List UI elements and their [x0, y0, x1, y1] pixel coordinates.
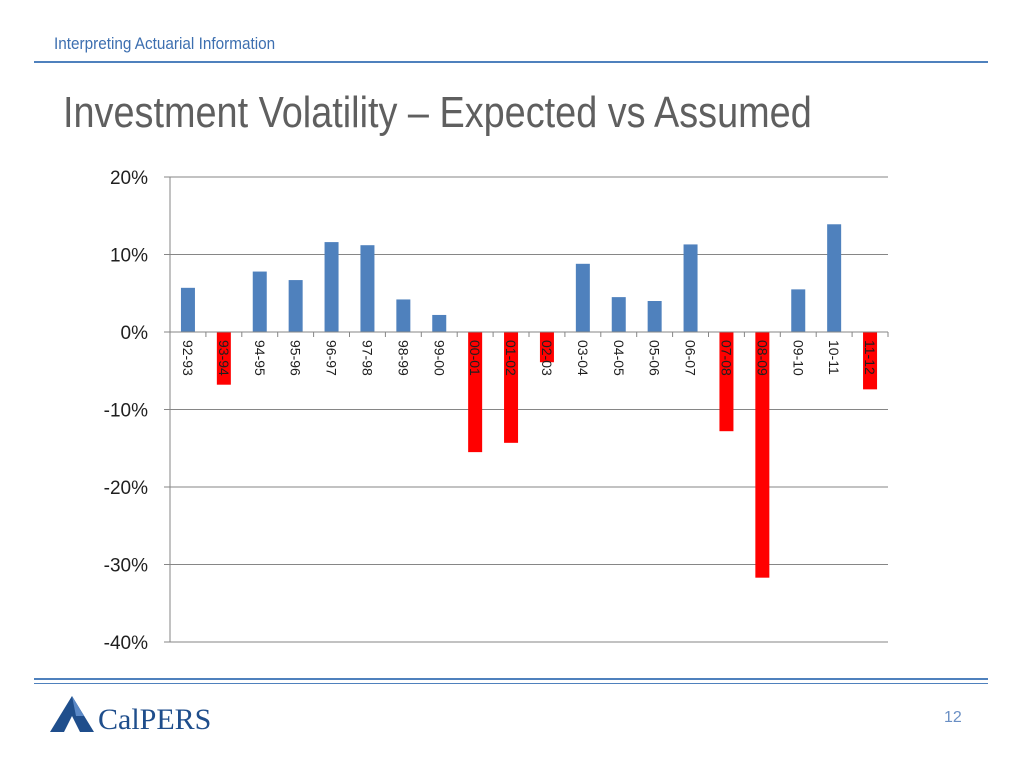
- footer-divider-thin: [34, 683, 988, 684]
- bar: [611, 297, 626, 332]
- x-tick-label: 01-02: [503, 340, 519, 376]
- x-tick-label: 10-11: [826, 340, 842, 375]
- x-tick-label: 03-04: [575, 340, 591, 376]
- y-tick-label: -40%: [104, 633, 148, 654]
- x-tick-label: 02-03: [539, 340, 555, 376]
- logo-text: CalPERS: [98, 703, 212, 736]
- x-tick-label: 93-94: [216, 340, 232, 376]
- y-tick-label: 0%: [121, 323, 149, 344]
- bar: [324, 242, 339, 332]
- x-tick-label: 95-96: [288, 340, 304, 376]
- bar: [288, 280, 303, 332]
- x-tick-label: 00-01: [467, 340, 483, 376]
- bar: [719, 332, 734, 432]
- bar: [252, 271, 267, 332]
- y-tick-label: -20%: [104, 478, 148, 499]
- bar: [791, 289, 806, 332]
- x-tick-label: 98-99: [395, 340, 411, 376]
- slide-title: Investment Volatility – Expected vs Assu…: [63, 88, 812, 137]
- x-tick-label: 07-08: [718, 340, 734, 376]
- page-number: 12: [944, 709, 962, 726]
- bar: [827, 224, 842, 332]
- x-tick-label: 92-93: [180, 340, 196, 376]
- y-tick-label: -30%: [104, 556, 148, 577]
- x-tick-label: 05-06: [647, 340, 663, 376]
- header-divider: [34, 61, 988, 63]
- section-title: Interpreting Actuarial Information: [54, 34, 276, 53]
- x-tick-label: 08-09: [754, 340, 770, 376]
- x-tick-label: 94-95: [252, 340, 268, 376]
- x-tick-label: 04-05: [611, 340, 627, 376]
- bar: [360, 245, 375, 332]
- y-tick-label: 20%: [110, 168, 148, 189]
- bar: [647, 301, 662, 332]
- y-tick-label: -10%: [104, 401, 148, 422]
- x-tick-label: 11-12: [862, 340, 878, 375]
- bar: [575, 263, 590, 332]
- x-tick-label: 09-10: [790, 340, 806, 376]
- x-tick-label: 97-98: [359, 340, 375, 376]
- x-tick-label: 99-00: [431, 340, 447, 376]
- x-tick-label: 06-07: [683, 340, 699, 376]
- bar: [432, 314, 447, 332]
- footer-divider: [34, 678, 988, 680]
- bar: [396, 299, 411, 332]
- bar: [216, 332, 231, 385]
- bar: [755, 332, 770, 578]
- x-tick-label: 96-97: [324, 340, 340, 376]
- bar: [468, 332, 483, 453]
- bar: [539, 332, 554, 363]
- bar: [180, 287, 195, 332]
- calpers-logo-icon: [50, 696, 94, 732]
- bar: [683, 244, 698, 332]
- y-tick-label: 10%: [110, 246, 148, 267]
- bar: [863, 332, 878, 390]
- bar: [504, 332, 519, 443]
